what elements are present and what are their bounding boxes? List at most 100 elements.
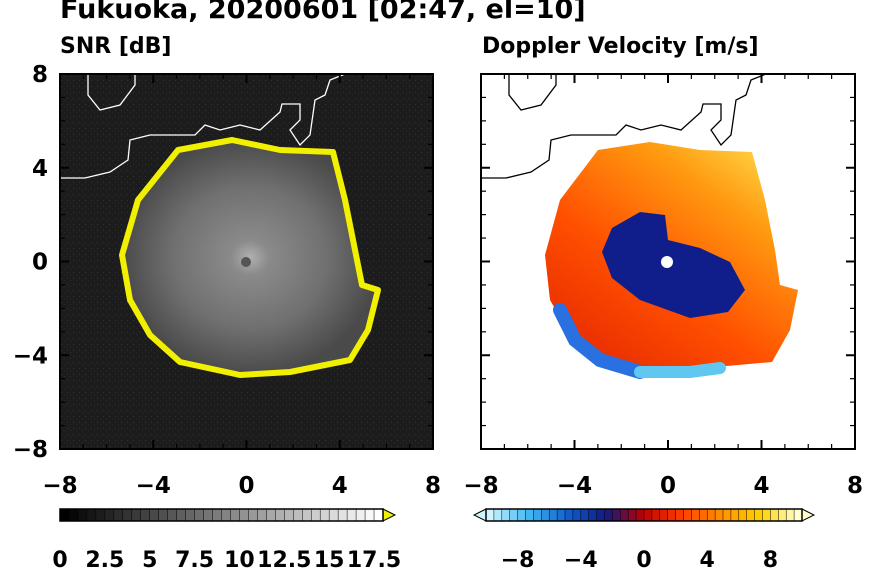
snr-colorbar-label: 17.5 (347, 548, 401, 570)
snr-colorbar: 0 2.5 5 7.5 10 12.5 15 17.5 (52, 508, 401, 570)
doppler-colorbar-cell (635, 508, 645, 522)
doppler-colorbar-cell (722, 508, 732, 522)
snr-colorbar-cell (104, 508, 115, 522)
doppler-colorbar-cell (659, 508, 669, 522)
snr-colorbar-cell (230, 508, 241, 522)
snr-colorbar-cell (284, 508, 295, 522)
doppler-colorbar-extension-low (472, 508, 487, 522)
doppler-colorbar-cell (770, 508, 780, 522)
doppler-colorbar-label: 8 (763, 548, 778, 570)
doppler-colorbar-cell (691, 508, 701, 522)
doppler-xtick-label: −4 (557, 473, 592, 499)
snr-xtick-label: −8 (42, 473, 77, 499)
snr-colorbar-cell (212, 508, 223, 522)
doppler-colorbar-cell (564, 508, 574, 522)
doppler-colorbar-cell (533, 508, 543, 522)
doppler-colorbar-cell (548, 508, 558, 522)
snr-colorbar-cell (140, 508, 151, 522)
snr-colorbar-label: 2.5 (85, 548, 124, 570)
doppler-colorbar-label: −8 (501, 548, 535, 570)
doppler-colorbar-frame (485, 508, 803, 522)
doppler-colorbar-cell (620, 508, 629, 522)
doppler-colorbar-cell (738, 508, 748, 522)
snr-echo-region (122, 140, 378, 375)
doppler-colorbar-cell (730, 508, 740, 522)
snr-colorbar-cell (337, 508, 348, 522)
snr-colorbar-cell (275, 508, 286, 522)
doppler-colorbar-cell (493, 508, 503, 522)
doppler-colorbar-cell (580, 508, 590, 522)
doppler-colorbar-cell (643, 508, 653, 522)
coastline-snr (60, 74, 346, 179)
doppler-colorbar-cell (517, 508, 527, 522)
snr-colorbar-cell (248, 508, 259, 522)
snr-ytick-label: −8 (13, 437, 48, 463)
snr-colorbar-cell (68, 508, 79, 522)
doppler-colorbar-cell (683, 508, 693, 522)
snr-colorbar-cell (319, 508, 330, 522)
snr-xtick-label: 0 (238, 473, 254, 499)
snr-echo-edge (119, 137, 381, 378)
doppler-colorbar-label: 0 (636, 548, 651, 570)
snr-colorbar-cell (310, 508, 321, 522)
snr-ytick-label: −4 (13, 343, 48, 369)
snr-colorbar-cell (364, 508, 375, 522)
snr-colorbar-cell (167, 508, 178, 522)
doppler-colorbar-cell (612, 508, 622, 522)
doppler-colorbar: −8 −4 0 4 8 (472, 508, 816, 570)
figure-title: Fukuoka, 20200601 [02:47, el=10] (60, 0, 586, 25)
doppler-axes: −8 −4 0 4 8 (463, 73, 863, 499)
snr-colorbar-cell (373, 508, 384, 522)
doppler-colorbar-cell (793, 508, 803, 522)
snr-colorbar-cell (328, 508, 339, 522)
snr-colorbar-cell (176, 508, 187, 522)
doppler-colorbar-label: 4 (700, 548, 715, 570)
snr-panel: −8 −4 0 4 8 8 4 0 −4 −8 (13, 62, 441, 499)
snr-colorbar-cell (239, 508, 250, 522)
doppler-colorbar-cell (754, 508, 764, 522)
doppler-colorbar-cell (509, 508, 519, 522)
snr-ytick-label: 4 (32, 156, 48, 182)
doppler-colorbar-cell (572, 508, 582, 522)
snr-ytick-label: 8 (32, 62, 48, 88)
doppler-colorbar-cell (525, 508, 535, 522)
snr-colorbar-label: 7.5 (175, 548, 214, 570)
doppler-colorbar-label: −4 (564, 548, 598, 570)
doppler-xtick-label: 8 (847, 473, 863, 499)
doppler-colorbar-cell (785, 508, 795, 522)
panel-title-snr: SNR [dB] (60, 34, 172, 59)
doppler-colorbar-cell (667, 508, 677, 522)
snr-colorbar-cell (221, 508, 232, 522)
snr-colorbar-label: 0 (52, 548, 67, 570)
snr-colorbar-cell (185, 508, 196, 522)
snr-colorbar-extension (382, 508, 397, 522)
snr-axes: −8 −4 0 4 8 8 4 0 −4 −8 (13, 62, 441, 499)
snr-colorbar-label: 15 (314, 548, 345, 570)
doppler-echo-negative (602, 212, 745, 318)
doppler-colorbar-cell (627, 508, 637, 522)
doppler-colorbar-cell (541, 508, 550, 522)
doppler-colorbar-cell (699, 508, 708, 522)
panel-title-doppler: Doppler Velocity [m/s] (482, 34, 759, 59)
doppler-colorbar-cell (706, 508, 716, 522)
snr-colorbar-cell (355, 508, 366, 522)
snr-colorbar-cell (266, 508, 277, 522)
radar-site-marker-doppler (661, 256, 673, 268)
doppler-echo-southern-arc-light (634, 362, 726, 378)
snr-colorbar-cell (149, 508, 160, 522)
doppler-colorbar-extension-high (801, 508, 816, 522)
snr-colorbar-cell (346, 508, 357, 522)
doppler-colorbar-cell (746, 508, 756, 522)
doppler-colorbar-cell (556, 508, 566, 522)
snr-colorbar-cell (95, 508, 106, 522)
doppler-xtick-label: −8 (463, 473, 498, 499)
coastline-doppler (481, 74, 767, 179)
snr-colorbar-cell (131, 508, 142, 522)
doppler-colorbar-cell (651, 508, 661, 522)
snr-colorbar-cell (194, 508, 205, 522)
doppler-xtick-label: 0 (660, 473, 676, 499)
snr-colorbar-cell (158, 508, 169, 522)
snr-colorbar-cell (86, 508, 97, 522)
doppler-colorbar-cell (485, 508, 495, 522)
